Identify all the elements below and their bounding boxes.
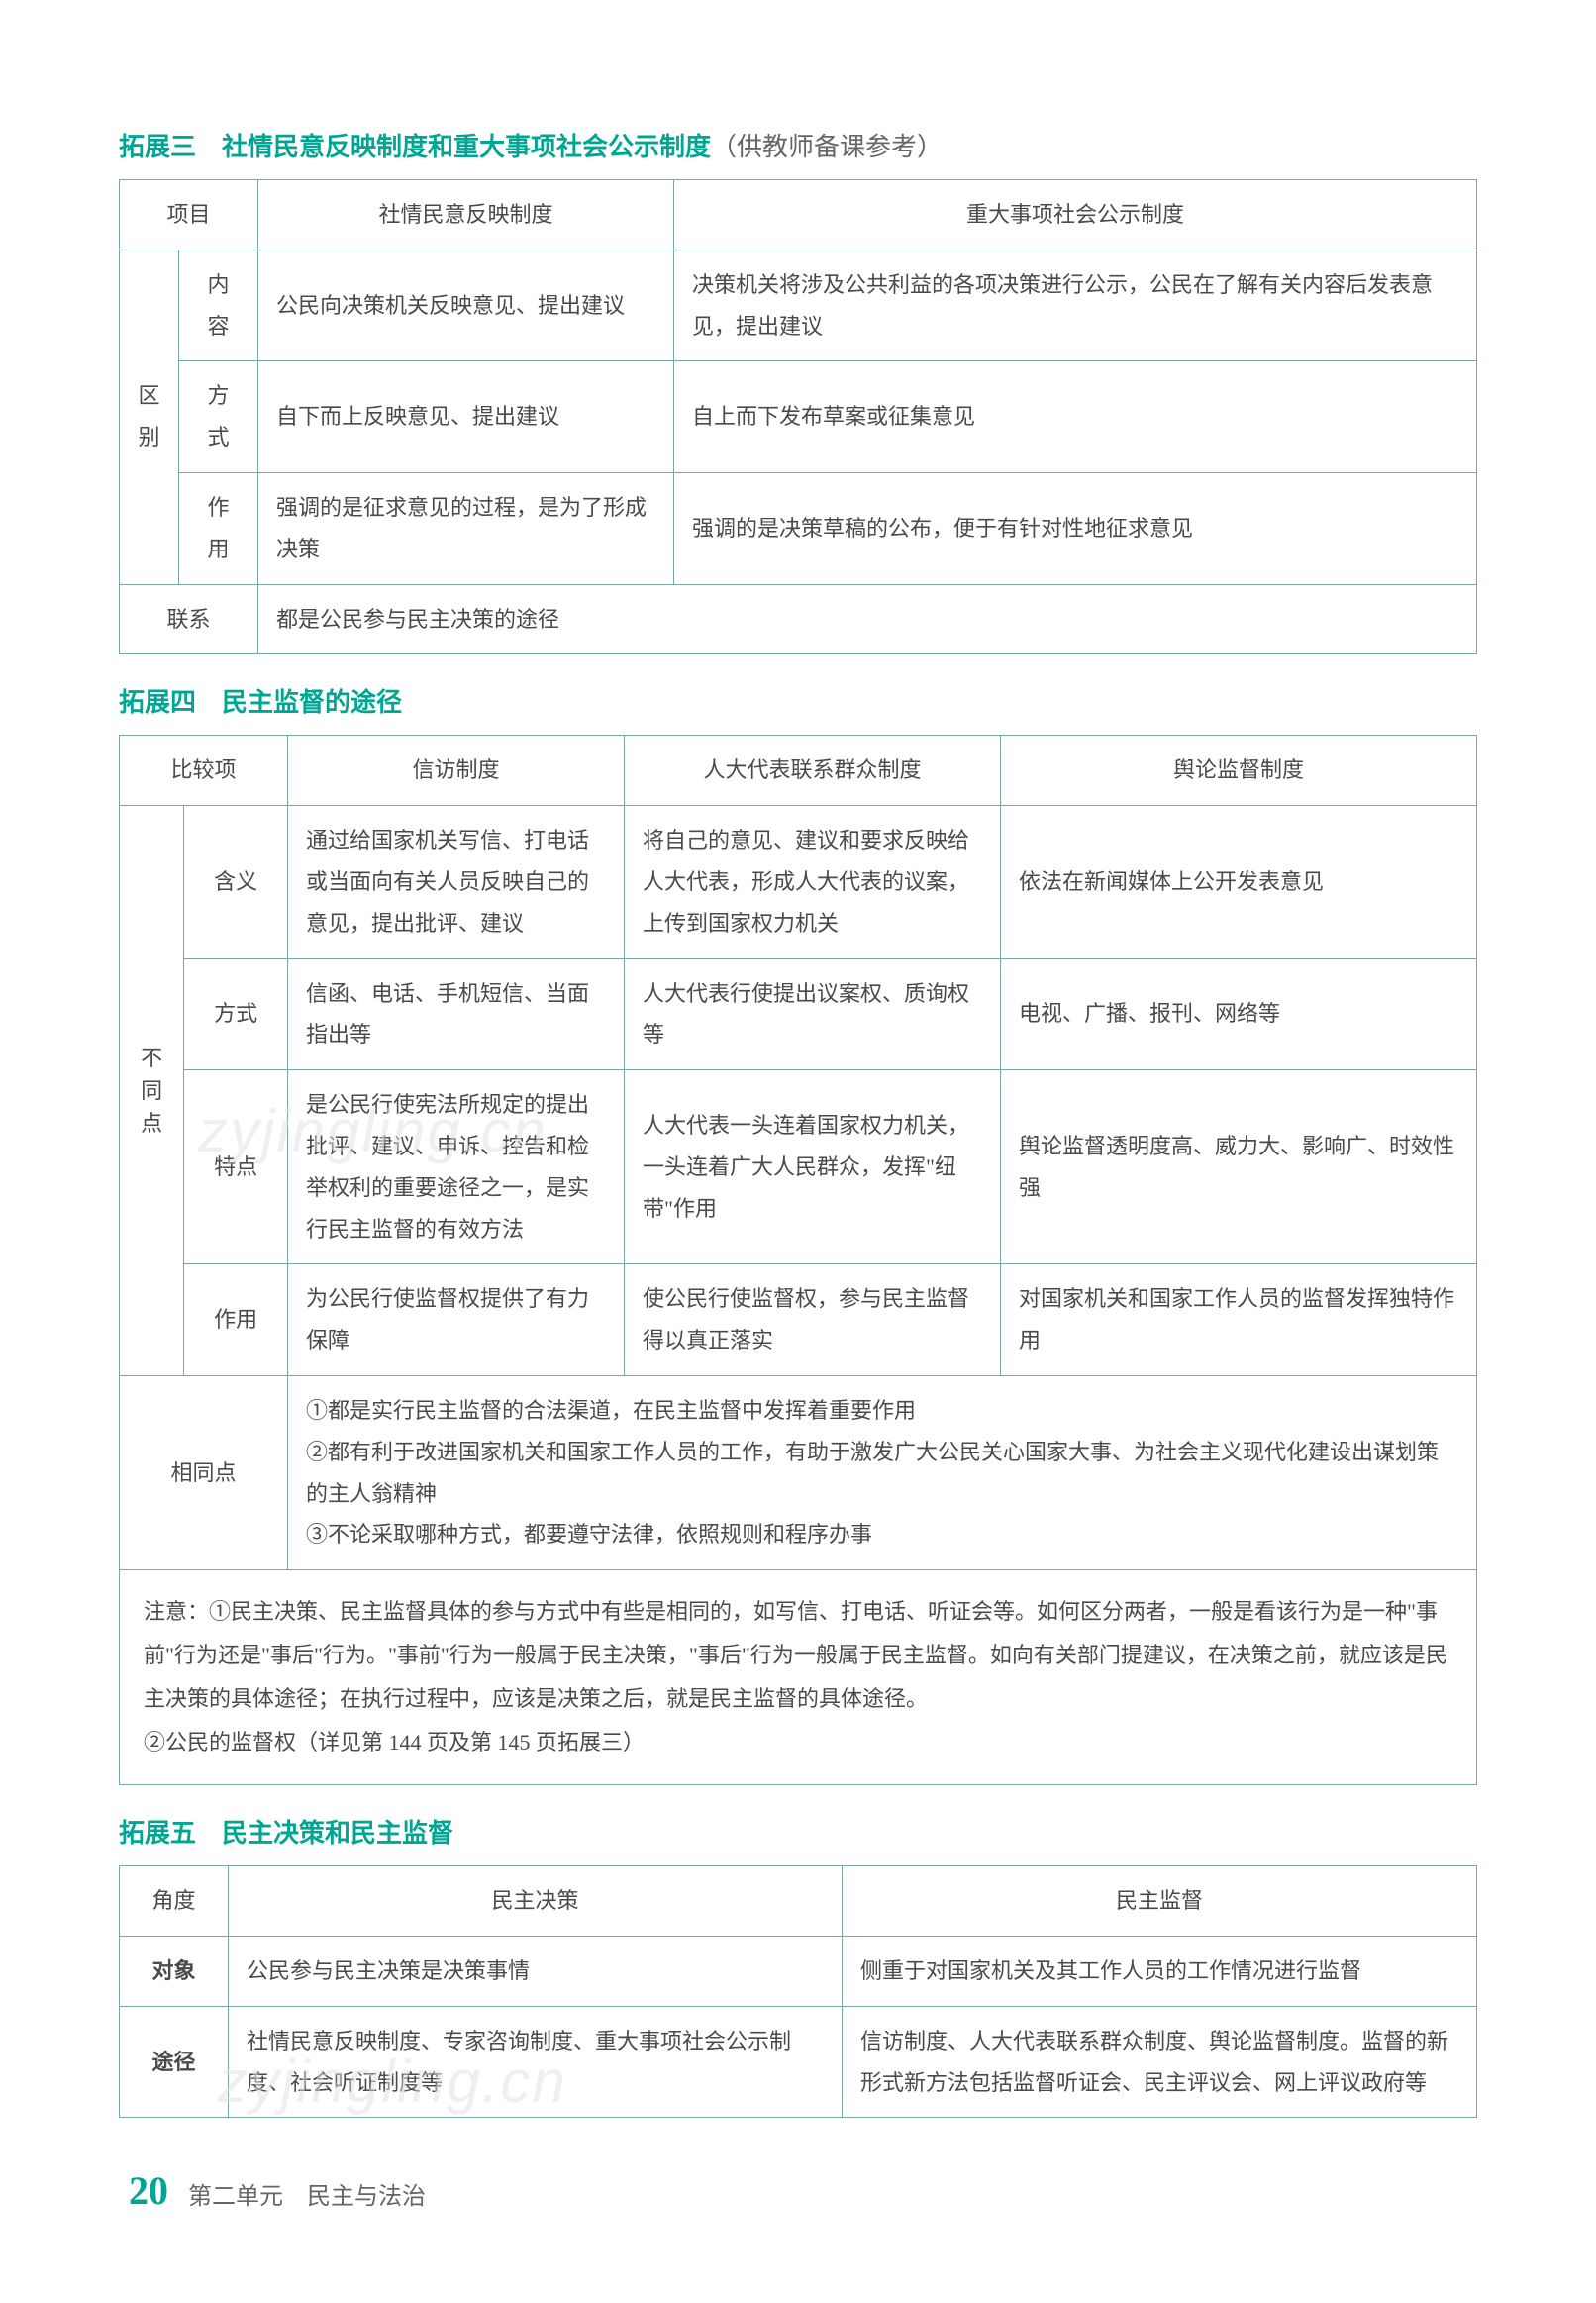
- row-label: 内容: [179, 250, 258, 361]
- cell: 侧重于对国家机关及其工作人员的工作情况进行监督: [843, 1936, 1477, 2006]
- header-cell: 民主决策: [229, 1866, 843, 1937]
- cell: 都是公民参与民主决策的途径: [258, 584, 1477, 654]
- row-label: 对象: [120, 1936, 229, 2006]
- row-label: 途径: [120, 2006, 229, 2118]
- row-label: 含义: [184, 806, 288, 958]
- table-row: 联系 都是公民参与民主决策的途径: [120, 584, 1477, 654]
- cell: 人大代表行使提出议案权、质询权等: [625, 958, 1001, 1070]
- table-row: 作用 强调的是征求意见的过程，是为了形成决策 强调的是决策草稿的公布，便于有针对…: [120, 472, 1477, 584]
- note-row: 注意：①民主决策、民主监督具体的参与方式中有些是相同的，如写信、打电话、听证会等…: [120, 1570, 1477, 1785]
- same-label: 相同点: [120, 1375, 288, 1569]
- cell: 对国家机关和国家工作人员的监督发挥独特作用: [1001, 1264, 1477, 1376]
- page-container: zyjingling.cn zyjingling.cn 拓展三 社情民意反映制度…: [119, 127, 1477, 2214]
- table-row: 对象 公民参与民主决策是决策事情 侧重于对国家机关及其工作人员的工作情况进行监督: [120, 1936, 1477, 2006]
- row-label: 方式: [179, 361, 258, 473]
- group-label: 区别: [120, 250, 179, 584]
- note-label: 注意：: [144, 1599, 209, 1624]
- table-header-row: 角度 民主决策 民主监督: [120, 1866, 1477, 1937]
- cell: 强调的是决策草稿的公布，便于有针对性地征求意见: [674, 472, 1477, 584]
- cell: 人大代表一头连着国家权力机关，一头连着广大人民群众，发挥"纽带"作用: [625, 1070, 1001, 1264]
- cell: 公民向决策机关反映意见、提出建议: [258, 250, 674, 361]
- note-cell: 注意：①民主决策、民主监督具体的参与方式中有些是相同的，如写信、打电话、听证会等…: [120, 1570, 1477, 1785]
- cell: 社情民意反映制度、专家咨询制度、重大事项社会公示制度、社会听证制度等: [229, 2006, 843, 2118]
- unit-label: 第二单元 民主与法治: [188, 2176, 426, 2211]
- section3-name: 社情民意反映制度和重大事项社会公示制度: [222, 133, 711, 161]
- section4-title: 拓展四 民主监督的途径: [119, 682, 1477, 719]
- section4-prefix: 拓展四: [119, 688, 196, 717]
- cell: 自下而上反映意见、提出建议: [258, 361, 674, 473]
- diff-label: 不同点: [120, 806, 184, 1376]
- table-row: 相同点 ①都是实行民主监督的合法渠道，在民主监督中发挥着重要作用 ②都有利于改进…: [120, 1375, 1477, 1569]
- table-header-row: 项目 社情民意反映制度 重大事项社会公示制度: [120, 180, 1477, 250]
- table-row: 不同点 含义 通过给国家机关写信、打电话或当面向有关人员反映自己的意见，提出批评…: [120, 806, 1477, 958]
- header-cell: 角度: [120, 1866, 229, 1937]
- cell: 使公民行使监督权，参与民主监督得以真正落实: [625, 1264, 1001, 1376]
- section3-paren: （供教师备课参考）: [711, 133, 943, 161]
- cell: 为公民行使监督权提供了有力保障: [288, 1264, 625, 1376]
- header-cell: 社情民意反映制度: [258, 180, 674, 250]
- same-text: ①都是实行民主监督的合法渠道，在民主监督中发挥着重要作用 ②都有利于改进国家机关…: [288, 1375, 1477, 1569]
- cell: 决策机关将涉及公共利益的各项决策进行公示，公民在了解有关内容后发表意见，提出建议: [674, 250, 1477, 361]
- table-row: 区别 内容 公民向决策机关反映意见、提出建议 决策机关将涉及公共利益的各项决策进…: [120, 250, 1477, 361]
- cell: 自上而下发布草案或征集意见: [674, 361, 1477, 473]
- table-row: 特点 是公民行使宪法所规定的提出批评、建议、申诉、控告和检举权利的重要途径之一，…: [120, 1070, 1477, 1264]
- header-cell: 舆论监督制度: [1001, 736, 1477, 806]
- header-cell: 重大事项社会公示制度: [674, 180, 1477, 250]
- cell: 是公民行使宪法所规定的提出批评、建议、申诉、控告和检举权利的重要途径之一，是实行…: [288, 1070, 625, 1264]
- header-cell: 民主监督: [843, 1866, 1477, 1937]
- cell: 依法在新闻媒体上公开发表意见: [1001, 806, 1477, 958]
- cell: 强调的是征求意见的过程，是为了形成决策: [258, 472, 674, 584]
- header-cell: 比较项: [120, 736, 288, 806]
- section5-name: 民主决策和民主监督: [222, 1819, 453, 1848]
- header-cell: 人大代表联系群众制度: [625, 736, 1001, 806]
- section3-title: 拓展三 社情民意反映制度和重大事项社会公示制度（供教师备课参考）: [119, 127, 1477, 163]
- section5-title: 拓展五 民主决策和民主监督: [119, 1813, 1477, 1850]
- cell: 公民参与民主决策是决策事情: [229, 1936, 843, 2006]
- table-row: 方式 信函、电话、手机短信、当面指出等 人大代表行使提出议案权、质询权等 电视、…: [120, 958, 1477, 1070]
- table-header-row: 比较项 信访制度 人大代表联系群众制度 舆论监督制度: [120, 736, 1477, 806]
- cell: 信函、电话、手机短信、当面指出等: [288, 958, 625, 1070]
- cell: 将自己的意见、建议和要求反映给人大代表，形成人大代表的议案，上传到国家权力机关: [625, 806, 1001, 958]
- header-cell: 项目: [120, 180, 258, 250]
- row-label: 特点: [184, 1070, 288, 1264]
- table-row: 作用 为公民行使监督权提供了有力保障 使公民行使监督权，参与民主监督得以真正落实…: [120, 1264, 1477, 1376]
- page-footer: 20 第二单元 民主与法治: [119, 2167, 1477, 2214]
- section3-table: 项目 社情民意反映制度 重大事项社会公示制度 区别 内容 公民向决策机关反映意见…: [119, 179, 1477, 654]
- header-cell: 信访制度: [288, 736, 625, 806]
- row-label: 作用: [184, 1264, 288, 1376]
- cell: 通过给国家机关写信、打电话或当面向有关人员反映自己的意见，提出批评、建议: [288, 806, 625, 958]
- section5-prefix: 拓展五: [119, 1819, 196, 1848]
- row-label: 方式: [184, 958, 288, 1070]
- note-text: ①民主决策、民主监督具体的参与方式中有些是相同的，如写信、打电话、听证会等。如何…: [144, 1599, 1447, 1754]
- relation-label: 联系: [120, 584, 258, 654]
- row-label: 作用: [179, 472, 258, 584]
- section5-table: 角度 民主决策 民主监督 对象 公民参与民主决策是决策事情 侧重于对国家机关及其…: [119, 1865, 1477, 2118]
- section4-table: 比较项 信访制度 人大代表联系群众制度 舆论监督制度 不同点 含义 通过给国家机…: [119, 735, 1477, 1785]
- cell: 信访制度、人大代表联系群众制度、舆论监督制度。监督的新形式新方法包括监督听证会、…: [843, 2006, 1477, 2118]
- section3-prefix: 拓展三: [119, 133, 196, 161]
- cell: 舆论监督透明度高、威力大、影响广、时效性强: [1001, 1070, 1477, 1264]
- section4-name: 民主监督的途径: [222, 688, 402, 717]
- table-row: 途径 社情民意反映制度、专家咨询制度、重大事项社会公示制度、社会听证制度等 信访…: [120, 2006, 1477, 2118]
- page-number: 20: [129, 2167, 168, 2214]
- table-row: 方式 自下而上反映意见、提出建议 自上而下发布草案或征集意见: [120, 361, 1477, 473]
- cell: 电视、广播、报刊、网络等: [1001, 958, 1477, 1070]
